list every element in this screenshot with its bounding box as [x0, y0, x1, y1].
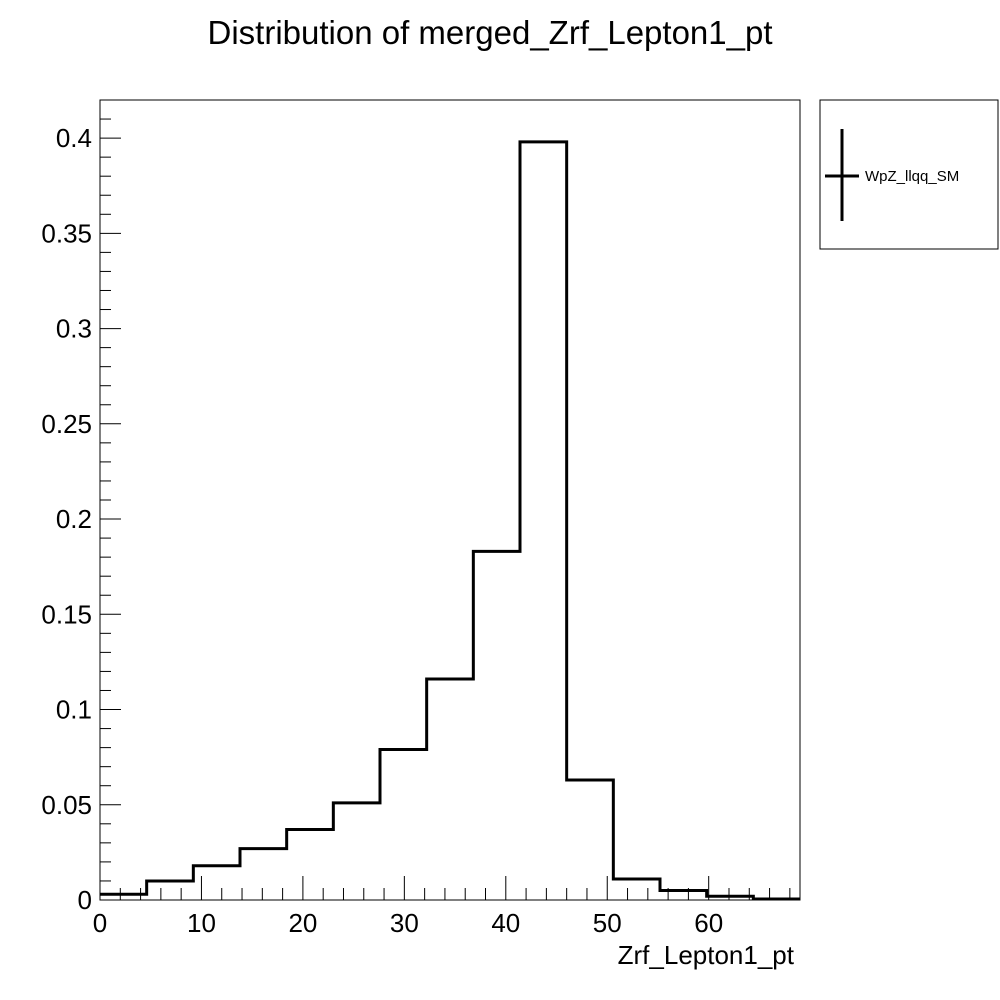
y-tick-label: 0.15: [41, 599, 92, 629]
histogram-bin: [613, 879, 660, 900]
legend-label-WpZ_llqq_SM: WpZ_llqq_SM: [865, 168, 959, 185]
histogram-bins: [100, 142, 800, 900]
histogram-bin: [333, 803, 380, 900]
histogram-bin: [147, 881, 194, 900]
histogram-bin: [193, 866, 240, 900]
y-tick-label: 0.05: [41, 790, 92, 820]
histogram-bin: [753, 899, 800, 900]
y-axis: 0 0.05 0.1 0.15 0.2 0.25 0.3 0.35 0.4: [41, 118, 121, 915]
x-tick-label: 20: [288, 908, 317, 938]
x-tick-label: 0: [93, 908, 107, 938]
series-line-WpZ_llqq_SM: [100, 140, 800, 901]
x-tick-label: 60: [694, 908, 723, 938]
histogram-bin: [707, 896, 754, 900]
x-axis: 0 10 20 30 40 50 60: [93, 876, 791, 938]
y-tick-label: 0.3: [56, 314, 92, 344]
histogram-bin: [473, 551, 520, 900]
histogram-bin: [380, 750, 427, 900]
histogram-bin: [100, 894, 147, 900]
histogram-bin: [567, 780, 614, 900]
x-axis-title: Zrf_Lepton1_pt: [618, 940, 795, 970]
x-tick-label: 30: [390, 908, 419, 938]
chart-title: Distribution of merged_Zrf_Lepton1_pt: [208, 14, 773, 51]
y-tick-label: 0.4: [56, 123, 92, 153]
histogram-bin: [427, 679, 474, 900]
y-tick-label: 0: [78, 885, 92, 915]
histogram-bin: [660, 890, 707, 900]
y-tick-label: 0.35: [41, 218, 92, 248]
y-tick-label: 0.2: [56, 504, 92, 534]
histogram-bin: [520, 142, 567, 900]
x-tick-label: 10: [187, 908, 216, 938]
legend: WpZ_llqq_SM: [819, 99, 999, 250]
x-tick-label: 40: [491, 908, 520, 938]
histogram-bin: [287, 830, 334, 900]
y-tick-label: 0.1: [56, 695, 92, 725]
histogram-bin: [240, 849, 287, 900]
x-tick-label: 50: [593, 908, 622, 938]
y-tick-label: 0.25: [41, 409, 92, 439]
